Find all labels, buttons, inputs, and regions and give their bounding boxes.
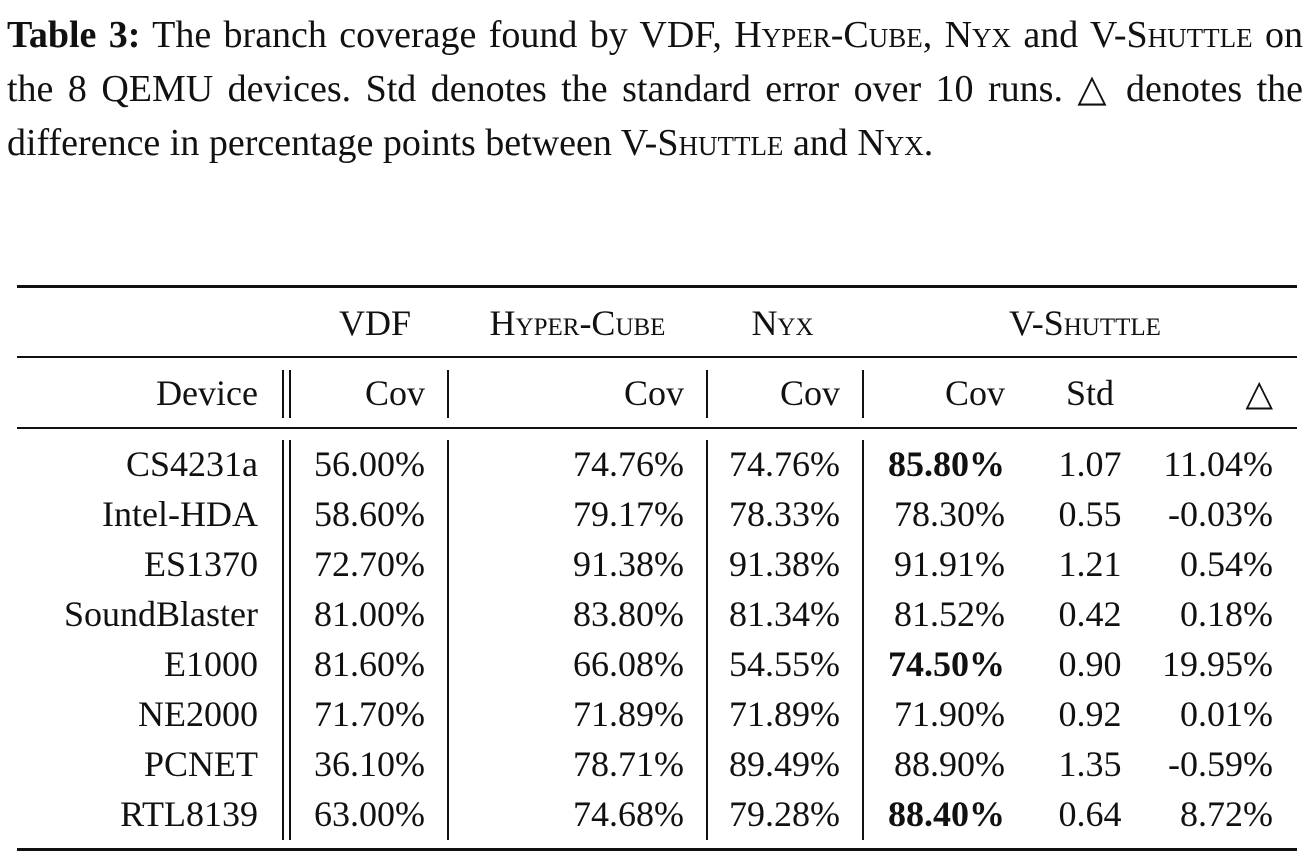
top-rule bbox=[17, 285, 1297, 288]
cell-nyx-cov: 78.33% bbox=[729, 494, 840, 534]
cell-nyx-cov: 54.55% bbox=[729, 644, 840, 684]
cell-hypercube-cov: 66.08% bbox=[573, 644, 684, 684]
cell-hypercube-cov: 78.71% bbox=[573, 744, 684, 784]
cell-vdf-cov: 58.60% bbox=[314, 494, 425, 534]
cell-vdf-cov: 56.00% bbox=[314, 444, 425, 484]
cell-hypercube-cov: 71.89% bbox=[573, 694, 684, 734]
caption-text: and bbox=[783, 122, 858, 164]
cell-vshuttle-delta: -0.03% bbox=[1168, 494, 1273, 534]
cell-vshuttle-cov: 78.30% bbox=[894, 494, 1005, 534]
column-rule bbox=[862, 440, 864, 840]
cell-nyx-cov: 79.28% bbox=[729, 794, 840, 834]
cell-vshuttle-std: 0.42 bbox=[1058, 594, 1122, 634]
cell-device: E1000 bbox=[164, 644, 258, 684]
cell-vshuttle-cov: 91.91% bbox=[894, 544, 1005, 584]
column-rule bbox=[447, 440, 449, 840]
cell-vshuttle-cov: 81.52% bbox=[894, 594, 1005, 634]
cell-vshuttle-std: 1.35 bbox=[1058, 744, 1122, 784]
cell-device: CS4231a bbox=[125, 444, 258, 484]
cell-vshuttle-std: 1.07 bbox=[1058, 444, 1122, 484]
header-vdf-cov: Cov bbox=[364, 373, 425, 413]
table-caption: Table 3: The branch coverage found by VD… bbox=[7, 8, 1303, 170]
cell-vshuttle-delta: 0.54% bbox=[1180, 544, 1273, 584]
header-nyx-cov: Cov bbox=[779, 373, 840, 413]
double-rule-left bbox=[282, 440, 284, 840]
header-vshuttle-cov: Cov bbox=[944, 373, 1005, 413]
cell-vdf-cov: 81.00% bbox=[314, 594, 425, 634]
cell-vshuttle-std: 0.92 bbox=[1058, 694, 1122, 734]
header-hypercube-cov: Cov bbox=[623, 373, 684, 413]
cell-vshuttle-delta: 8.72% bbox=[1180, 794, 1273, 834]
cell-device: Intel-HDA bbox=[102, 494, 258, 534]
cell-device: PCNET bbox=[143, 744, 258, 784]
caption-label: Table 3: bbox=[7, 14, 141, 56]
cell-vdf-cov: 36.10% bbox=[314, 744, 425, 784]
cell-hypercube-cov: 74.76% bbox=[573, 444, 684, 484]
cell-vshuttle-cov: 71.90% bbox=[894, 694, 1005, 734]
header-rule bbox=[17, 356, 1297, 358]
header-device: Device bbox=[156, 373, 258, 413]
cell-hypercube-cov: 91.38% bbox=[573, 544, 684, 584]
cell-device: ES1370 bbox=[143, 544, 258, 584]
cell-vshuttle-std: 0.90 bbox=[1058, 644, 1122, 684]
cell-hypercube-cov: 79.17% bbox=[573, 494, 684, 534]
cell-vdf-cov: 63.00% bbox=[314, 794, 425, 834]
cell-hypercube-cov: 74.68% bbox=[573, 794, 684, 834]
caption-text: The branch coverage found by VDF, bbox=[140, 14, 735, 56]
caption-text: , bbox=[922, 14, 945, 56]
cell-device: SoundBlaster bbox=[64, 594, 258, 634]
header-vshuttle: V-Shuttle bbox=[1009, 303, 1161, 343]
cell-vshuttle-cov: 88.90% bbox=[894, 744, 1005, 784]
body-rule bbox=[17, 427, 1297, 429]
cell-device: RTL8139 bbox=[120, 794, 258, 834]
column-rule bbox=[706, 370, 708, 418]
header-vshuttle-delta: △ bbox=[1245, 373, 1273, 413]
column-rule bbox=[862, 370, 864, 418]
caption-text: and V- bbox=[1011, 14, 1127, 56]
cell-device: NE2000 bbox=[138, 694, 258, 734]
cell-vshuttle-std: 0.55 bbox=[1058, 494, 1122, 534]
caption-hypercube: Hyper-Cube bbox=[734, 14, 923, 56]
column-rule bbox=[706, 440, 708, 840]
caption-text: . bbox=[923, 122, 934, 164]
header-hypercube: Hyper-Cube bbox=[489, 303, 666, 343]
cell-vshuttle-std: 1.21 bbox=[1058, 544, 1122, 584]
header-vshuttle-std: Std bbox=[1065, 373, 1115, 413]
header-nyx: Nyx bbox=[751, 303, 814, 343]
cell-nyx-cov: 89.49% bbox=[729, 744, 840, 784]
cell-vshuttle-delta: 0.18% bbox=[1180, 594, 1273, 634]
double-rule-right bbox=[289, 370, 291, 418]
double-rule-right bbox=[289, 440, 291, 840]
cell-vshuttle-delta: 11.04% bbox=[1163, 444, 1273, 484]
caption-nyx: Nyx bbox=[857, 122, 924, 164]
cell-nyx-cov: 74.76% bbox=[729, 444, 840, 484]
cell-vshuttle-delta: 0.01% bbox=[1180, 694, 1273, 734]
cell-nyx-cov: 71.89% bbox=[729, 694, 840, 734]
cell-vdf-cov: 71.70% bbox=[314, 694, 425, 734]
cell-vshuttle-delta: 19.95% bbox=[1162, 644, 1273, 684]
cell-vshuttle-cov: 74.50% bbox=[888, 644, 1005, 684]
cell-vshuttle-cov: 88.40% bbox=[888, 794, 1005, 834]
caption-shuttle: Shuttle bbox=[1126, 14, 1253, 56]
double-rule-left bbox=[282, 370, 284, 418]
column-rule bbox=[447, 370, 449, 418]
cell-nyx-cov: 81.34% bbox=[729, 594, 840, 634]
caption-nyx: Nyx bbox=[944, 14, 1012, 56]
cell-vshuttle-std: 0.64 bbox=[1058, 794, 1122, 834]
cell-vdf-cov: 72.70% bbox=[314, 544, 425, 584]
header-vdf: VDF bbox=[338, 303, 412, 343]
cell-nyx-cov: 91.38% bbox=[729, 544, 840, 584]
cell-hypercube-cov: 83.80% bbox=[573, 594, 684, 634]
cell-vdf-cov: 81.60% bbox=[314, 644, 425, 684]
caption-text: on the 8 QEMU devices. Std denotes the s… bbox=[7, 14, 1304, 164]
bottom-rule bbox=[17, 848, 1297, 851]
cell-vshuttle-delta: -0.59% bbox=[1168, 744, 1273, 784]
caption-shuttle: Shuttle bbox=[657, 122, 784, 164]
cell-vshuttle-cov: 85.80% bbox=[888, 444, 1005, 484]
